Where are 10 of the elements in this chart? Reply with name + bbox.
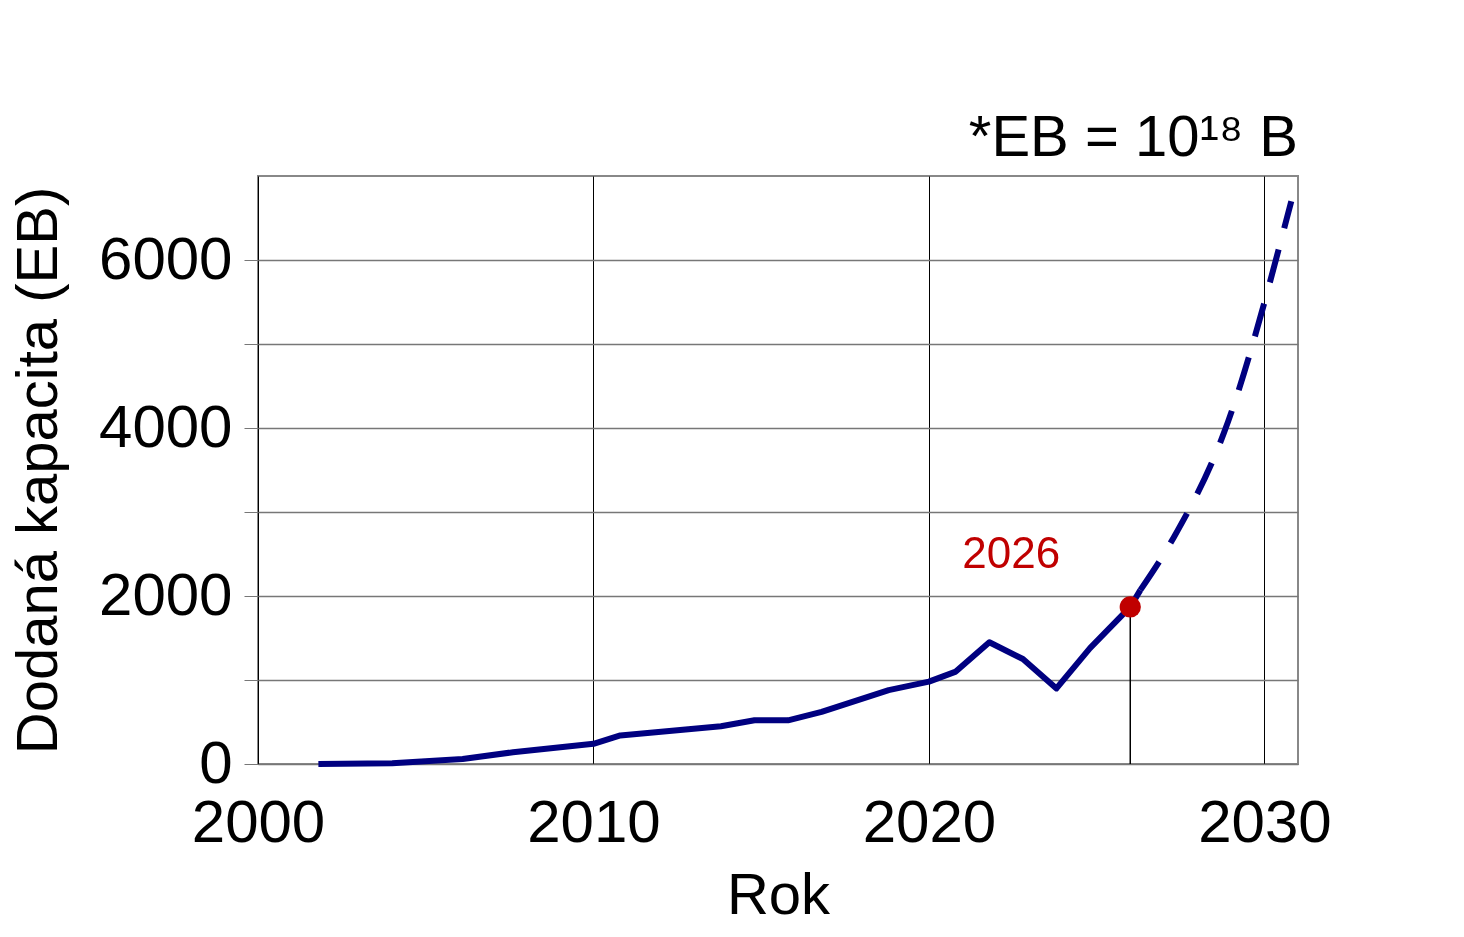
x-tick-label: 2020	[862, 787, 997, 855]
y-tick-label: 4000	[99, 392, 233, 460]
x-axis-title: Rok	[726, 860, 832, 926]
x-tick-label: 2010	[527, 787, 661, 855]
x-tick-label: 2030	[1198, 787, 1332, 855]
y-tick-label: 6000	[99, 224, 233, 292]
text: *EB = 10¹⁸ B	[968, 103, 1298, 168]
y-tick-label: 2000	[99, 560, 233, 628]
y-axis-title: Dodaná kapacita (EB)	[4, 186, 70, 755]
annotation: 2026	[962, 527, 1061, 577]
